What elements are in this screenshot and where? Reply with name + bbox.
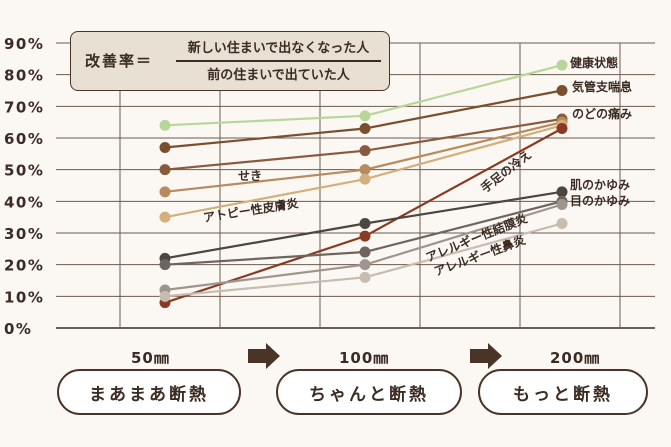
y-tick-label: 60%	[4, 130, 44, 148]
data-point	[359, 246, 371, 258]
formula-numerator: 新しい住まいで出なくなった人	[187, 41, 370, 56]
y-tick-label: 90%	[4, 35, 44, 53]
data-point	[159, 186, 171, 198]
y-tick-label: 70%	[4, 98, 44, 116]
series-label: せき	[238, 169, 262, 183]
stage-thickness-3: 200㎜	[550, 349, 601, 367]
data-point	[359, 110, 371, 122]
data-point	[159, 290, 171, 302]
series-label: 肌のかゆみ	[569, 177, 630, 192]
stage-label-1: まあまあ断熱	[57, 369, 241, 415]
data-point	[359, 259, 371, 271]
arrow-icon	[470, 343, 502, 369]
y-tick-label: 0%	[4, 320, 32, 338]
data-point	[159, 142, 171, 153]
data-point	[159, 119, 171, 131]
data-point	[359, 173, 371, 185]
formula-label: 改善率＝	[85, 52, 154, 70]
y-tick-label: 20%	[4, 257, 44, 275]
y-axis-ticks: 0% 10% 20% 30% 40% 50% 60% 70% 80% 90%	[4, 35, 44, 338]
formula-denominator: 前の住まいで出ていた人	[207, 68, 350, 83]
series-label: のどの痛み	[572, 106, 632, 121]
data-point	[359, 145, 371, 157]
data-point	[359, 123, 371, 134]
data-point	[556, 199, 568, 210]
data-point	[556, 123, 568, 134]
y-tick-label: 40%	[4, 193, 44, 211]
y-tick-label: 80%	[4, 67, 44, 85]
y-tick-label: 10%	[4, 288, 44, 306]
y-tick-label: 30%	[4, 225, 44, 243]
stage-label-2: ちゃんと断熱	[276, 369, 462, 415]
y-tick-label: 50%	[4, 162, 44, 180]
improvement-rate-formula: 改善率＝ 新しい住まいで出なくなった人 前の住まいで出ていた人	[70, 31, 390, 91]
stage-label-3: もっと断熱	[478, 369, 648, 415]
data-points	[159, 59, 568, 309]
stage-thickness-2: 100㎜	[339, 349, 390, 367]
data-point	[159, 259, 171, 271]
arrow-icon	[248, 343, 280, 369]
series-label: 健康状態	[570, 55, 618, 70]
data-point	[556, 218, 568, 229]
series-label: 目のかゆみ	[570, 194, 630, 208]
series-label: アトピー性皮膚炎	[202, 195, 299, 225]
data-point	[359, 164, 371, 176]
data-point	[556, 85, 568, 96]
series-label: 気管支喘息	[572, 79, 632, 94]
data-point	[159, 211, 171, 223]
fraction-bar	[176, 60, 381, 62]
data-point	[359, 218, 371, 229]
data-point	[556, 186, 568, 198]
data-point	[359, 271, 371, 283]
data-point	[359, 230, 371, 242]
data-point	[159, 164, 171, 176]
stage-thickness-1: 50㎜	[131, 349, 170, 367]
data-point	[556, 59, 568, 71]
